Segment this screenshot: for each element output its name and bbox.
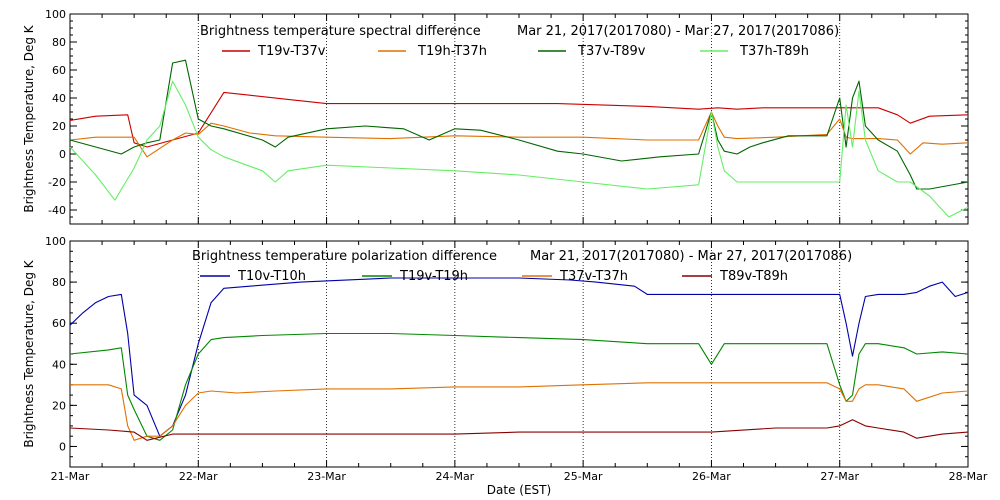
y-axis-title-polarization: Brightness Temperature, Deg K xyxy=(22,259,36,447)
series-line-t19v-t19h xyxy=(69,332,969,441)
legend-polarization: T10v-T10h T19v-T19h T37v-T37h T89v-T89h xyxy=(200,269,788,284)
series-line-t37v-t37h xyxy=(70,382,969,441)
series-polarization xyxy=(69,277,969,441)
series-line-t19h-t37h xyxy=(69,111,969,158)
x-tick-label: 24-Mar xyxy=(435,470,474,483)
series-line-t37v-t89v xyxy=(69,59,969,190)
chart-title-spectral: Brightness temperature spectral differen… xyxy=(200,24,481,39)
x-tick-label: 23-Mar xyxy=(307,470,346,483)
plot-frame-polarization xyxy=(69,240,969,468)
legend-label-t37v-t37h: T37v-T37h xyxy=(559,269,628,284)
x-tick-label: 26-Mar xyxy=(692,470,731,483)
y-tick-label-polarization: 20 xyxy=(52,399,66,412)
y-tick-label-spectral: -20 xyxy=(48,176,66,189)
legend-label-t37v-t89v: T37v-T89v xyxy=(577,44,646,59)
x-tick-label: 28-Mar xyxy=(949,470,988,483)
y-tick-label-spectral: 100 xyxy=(45,8,66,21)
y-tick-label-polarization: 100 xyxy=(45,235,66,248)
date-range-polarization: Mar 21, 2017(2017080) - Mar 27, 2017(201… xyxy=(530,249,852,264)
panel-polarization: 0 20 40 60 80 100 Brightness temperature pola… xyxy=(22,235,969,468)
legend-label-t37h-t89h: T37h-T89h xyxy=(739,44,809,59)
x-axis-title: Date (EST) xyxy=(487,483,551,497)
chart-title-polarization: Brightness temperature polarization diff… xyxy=(192,249,497,264)
legend-spectral: T19v-T37v T19h-T37h T37v-T89v T37h-T89h xyxy=(222,44,809,59)
legend-label-t19v-t37v: T19v-T37v xyxy=(257,44,326,59)
day-gridlines-spectral xyxy=(69,14,969,224)
y-tick-label-polarization: 40 xyxy=(52,358,66,371)
series-spectral xyxy=(69,59,969,218)
y-tick-label-spectral: 20 xyxy=(52,120,66,133)
y-tick-label-spectral: 60 xyxy=(52,64,66,77)
y-tick-label-polarization: 60 xyxy=(52,317,66,330)
y-tick-label-polarization: 0 xyxy=(59,440,66,453)
legend-label-t19v-t19h: T19v-T19h xyxy=(399,269,468,284)
x-tick-label: 21-Mar xyxy=(51,470,90,483)
day-gridlines-polarization xyxy=(69,241,969,467)
y-ticks-spectral: -40 -20 0 20 40 60 80 100 xyxy=(45,8,968,225)
y-tick-label-spectral: 40 xyxy=(52,92,66,105)
legend-label-t89v-t89h: T89v-T89h xyxy=(719,269,788,284)
plot-frame-spectral xyxy=(69,13,969,225)
date-range-spectral: Mar 21, 2017(2017080) - Mar 27, 2017(201… xyxy=(517,24,839,39)
y-axis-title-spectral: Brightness Temperature, Deg K xyxy=(22,24,36,212)
y-tick-label-spectral: -40 xyxy=(48,204,66,217)
series-line-t19v-t37v xyxy=(69,91,969,148)
series-line-t89v-t89h xyxy=(69,419,969,441)
y-tick-label-spectral: 80 xyxy=(52,36,66,49)
panel-spectral: -40 -20 0 20 40 60 80 100 Brightness temperatur… xyxy=(22,8,969,225)
x-axis-ticks: 21-Mar 22-Mar 23-Mar 24-Mar 25-Mar 26-Mar 27-M… xyxy=(51,470,988,483)
y-tick-label-spectral: 0 xyxy=(59,148,66,161)
x-tick-label: 25-Mar xyxy=(564,470,603,483)
y-tick-label-polarization: 80 xyxy=(52,276,66,289)
x-tick-label: 27-Mar xyxy=(820,470,859,483)
legend-label-t19h-t37h: T19h-T37h xyxy=(417,44,487,59)
series-line-t37h-t89h xyxy=(69,80,969,218)
legend-label-t10v-t10h: T10v-T10h xyxy=(237,269,306,284)
series-line-t10v-t10h xyxy=(69,277,969,437)
x-tick-label: 22-Mar xyxy=(179,470,218,483)
